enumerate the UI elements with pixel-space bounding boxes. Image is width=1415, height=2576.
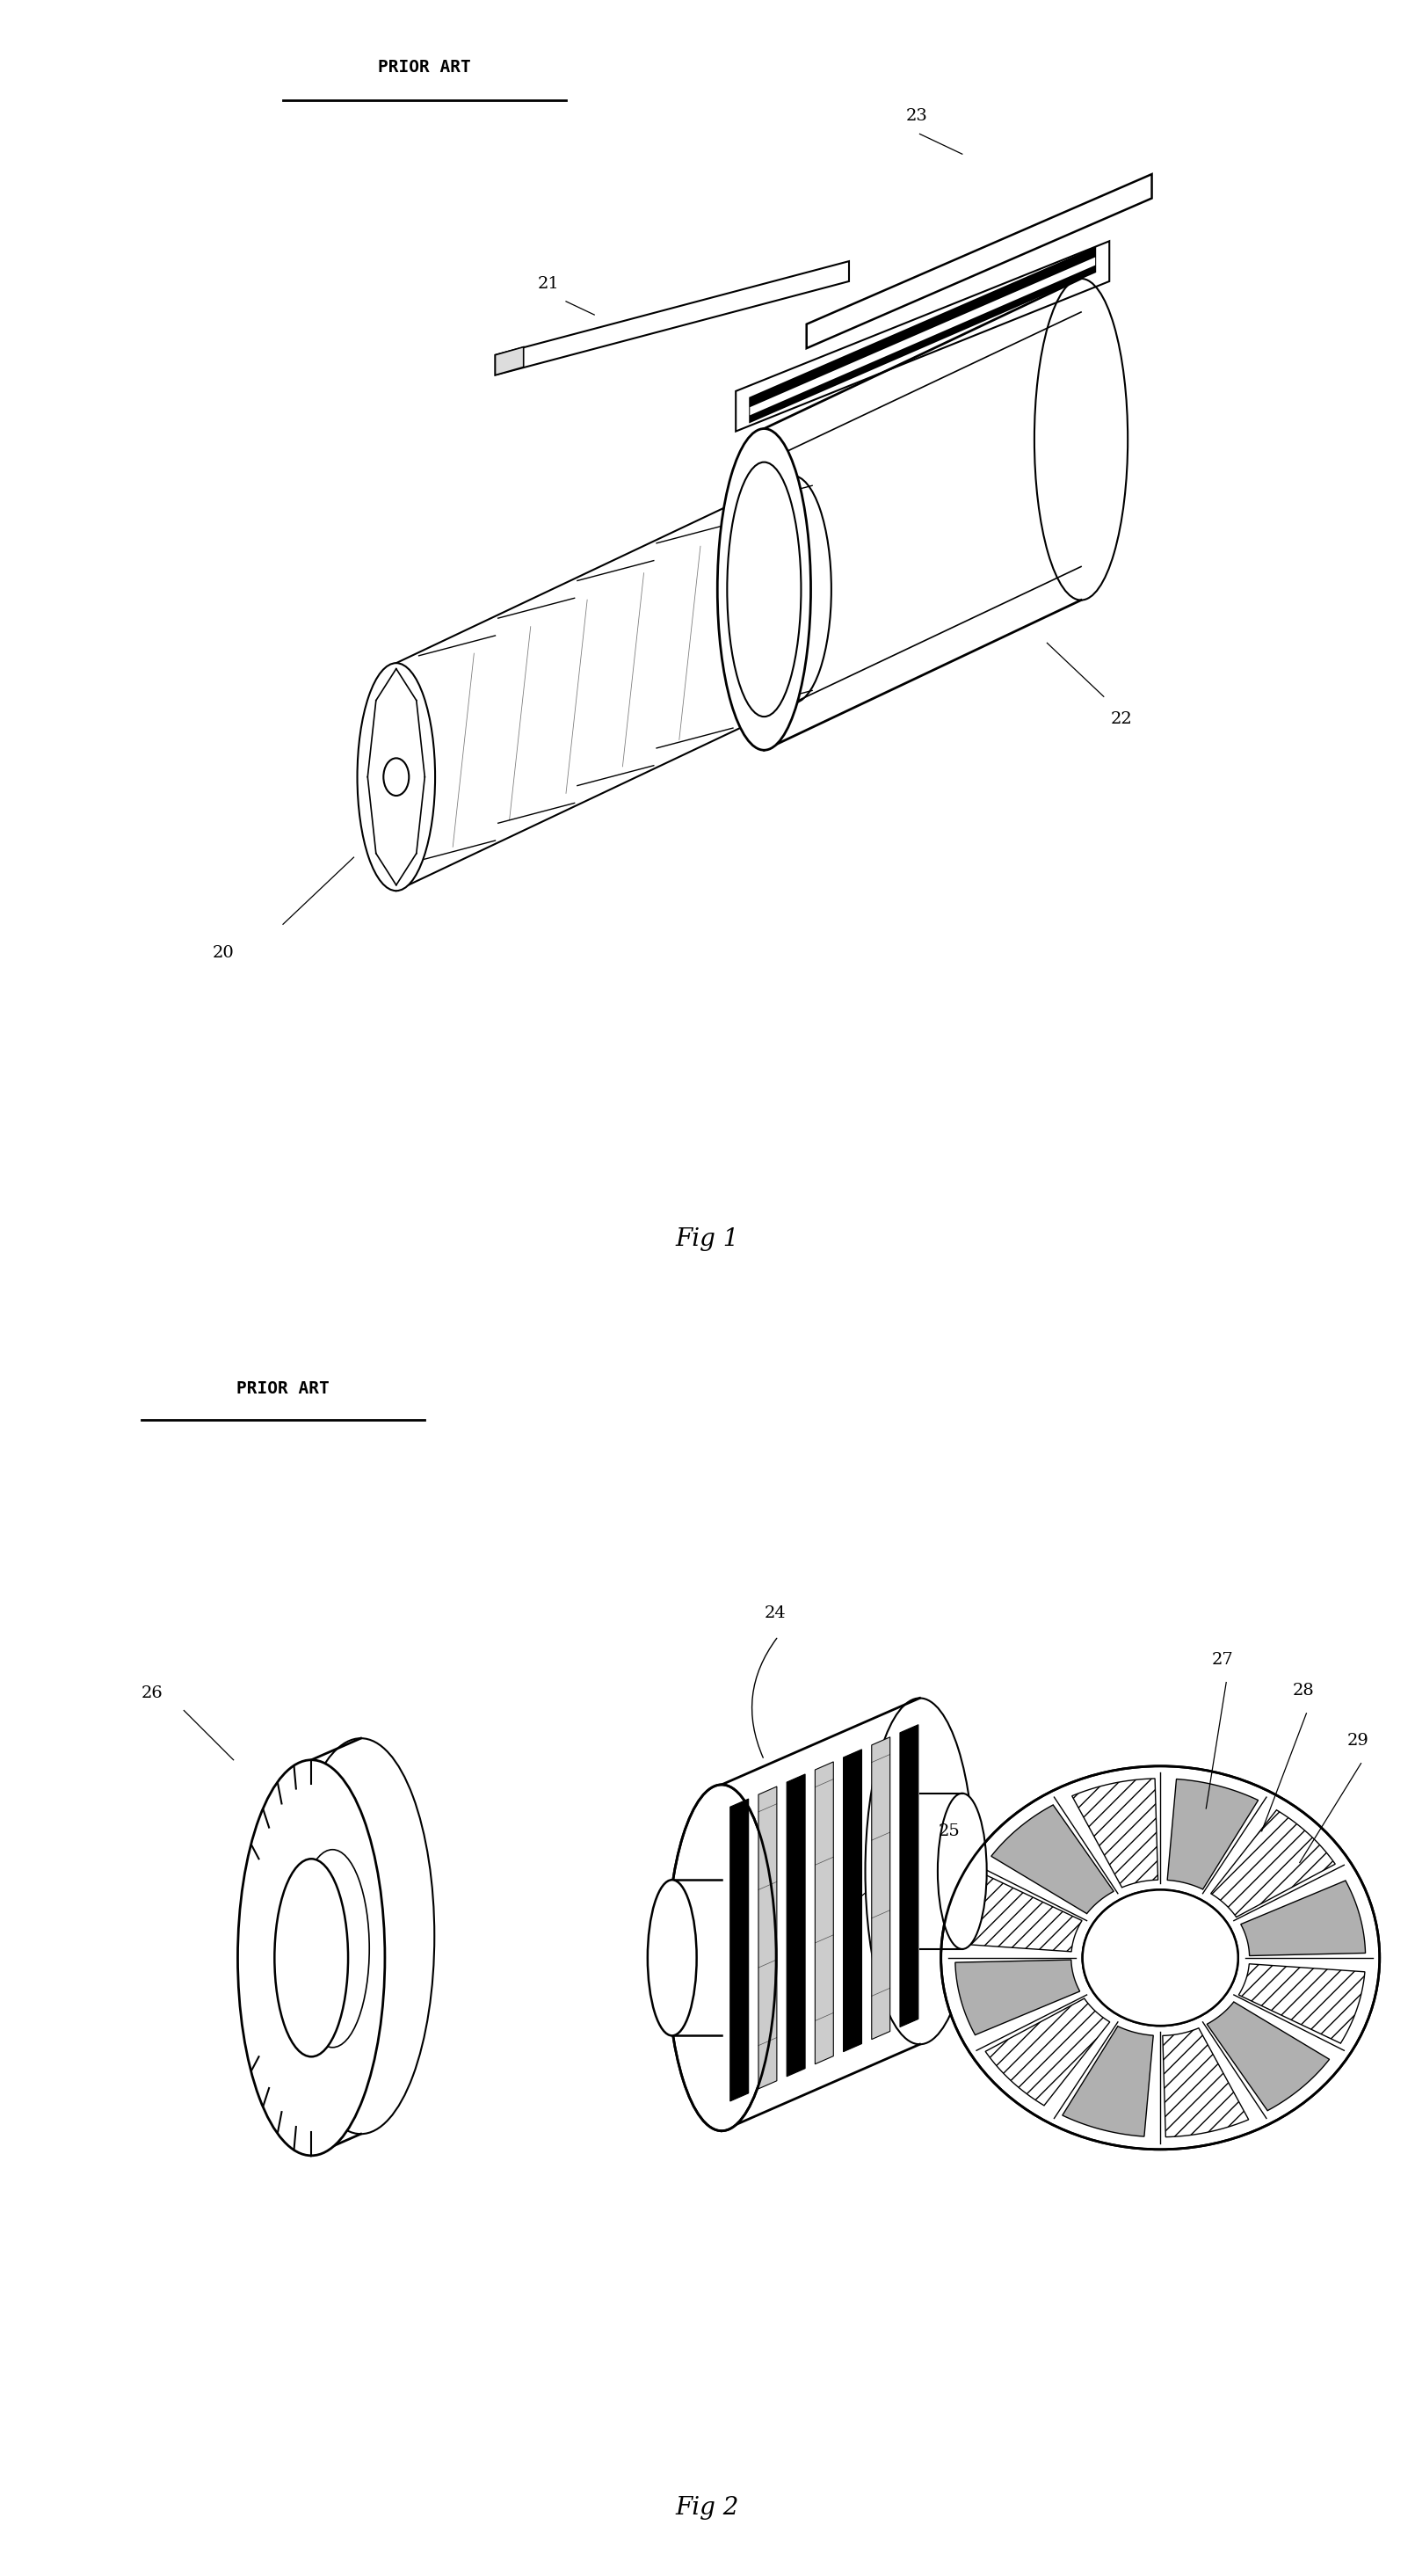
Text: Fig 2: Fig 2 — [676, 2496, 739, 2519]
Text: 20: 20 — [212, 945, 233, 961]
Text: 24: 24 — [764, 1605, 785, 1620]
Text: 29: 29 — [1347, 1734, 1368, 1749]
Ellipse shape — [648, 1880, 696, 2035]
Polygon shape — [750, 247, 1095, 422]
Text: 28: 28 — [1292, 1682, 1315, 1698]
Text: 27: 27 — [1213, 1651, 1234, 1667]
Ellipse shape — [727, 461, 801, 716]
Text: 23: 23 — [906, 108, 927, 124]
Polygon shape — [1211, 1811, 1336, 1917]
Polygon shape — [787, 1775, 805, 2076]
Text: PRIOR ART: PRIOR ART — [378, 59, 471, 75]
Polygon shape — [985, 1999, 1109, 2105]
Polygon shape — [900, 1726, 918, 2027]
Ellipse shape — [1082, 1891, 1238, 2025]
Ellipse shape — [357, 662, 436, 891]
Polygon shape — [495, 348, 524, 376]
Polygon shape — [750, 258, 1095, 415]
Polygon shape — [1238, 1963, 1365, 2043]
Polygon shape — [1073, 1777, 1157, 1888]
Ellipse shape — [1082, 1891, 1238, 2025]
Polygon shape — [955, 1960, 1080, 2035]
Ellipse shape — [383, 757, 409, 796]
Polygon shape — [730, 1798, 749, 2102]
Text: 21: 21 — [538, 276, 559, 291]
Polygon shape — [1207, 2002, 1329, 2110]
Ellipse shape — [717, 428, 811, 750]
Ellipse shape — [941, 1767, 1380, 2148]
Ellipse shape — [296, 1850, 369, 2048]
Polygon shape — [758, 1788, 777, 2089]
Polygon shape — [807, 175, 1152, 348]
Ellipse shape — [938, 1793, 986, 1950]
Text: Fig 1: Fig 1 — [676, 1226, 739, 1252]
Polygon shape — [1063, 2027, 1153, 2136]
Ellipse shape — [753, 477, 832, 703]
Text: 26: 26 — [142, 1685, 163, 1703]
Ellipse shape — [1034, 278, 1128, 600]
Polygon shape — [495, 260, 849, 376]
Polygon shape — [872, 1736, 890, 2040]
Polygon shape — [1241, 1880, 1365, 1955]
Ellipse shape — [238, 1759, 385, 2156]
Polygon shape — [992, 1806, 1114, 1914]
Text: 22: 22 — [1111, 711, 1132, 726]
Ellipse shape — [668, 1785, 775, 2130]
Polygon shape — [955, 1873, 1082, 1953]
Ellipse shape — [866, 1698, 974, 2045]
Polygon shape — [1167, 1780, 1258, 1888]
Text: PRIOR ART: PRIOR ART — [236, 1381, 330, 1396]
Polygon shape — [815, 1762, 833, 2063]
Polygon shape — [843, 1749, 862, 2050]
Text: 25: 25 — [938, 1824, 959, 1839]
Polygon shape — [1163, 2027, 1248, 2138]
Ellipse shape — [275, 1860, 348, 2056]
